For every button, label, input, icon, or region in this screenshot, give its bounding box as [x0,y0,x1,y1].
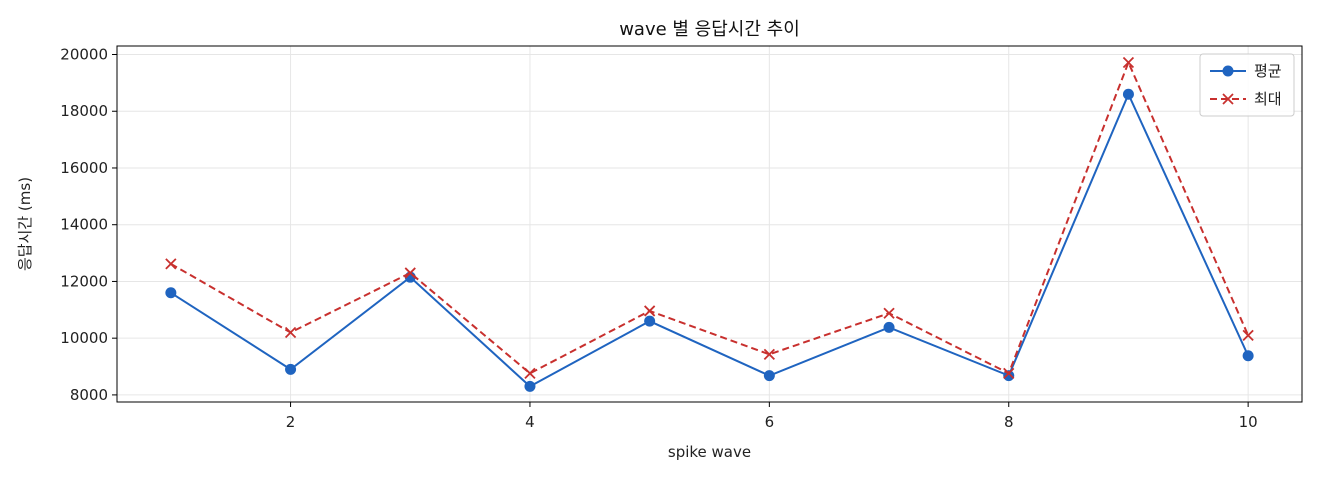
data-point [644,305,656,317]
y-tick-label: 20000 [60,46,108,64]
series-layer [165,56,1254,392]
y-tick-label: 12000 [60,272,108,290]
data-point [165,287,177,299]
data-point [1122,56,1135,69]
legend-marker [1222,65,1234,77]
y-tick-label: 10000 [60,329,108,347]
series-line-1 [170,91,1250,388]
x-tick-label: 10 [1239,413,1258,431]
plot-frame [116,45,1303,403]
legend-label: 최대 [1254,90,1282,108]
data-point [284,326,297,339]
legend-label: 평균 [1254,62,1282,80]
legend-marker [1222,93,1234,105]
x-tick-label: 6 [765,413,775,431]
x-axis-label: spike wave [668,443,751,461]
data-point [1242,350,1254,362]
data-point [883,321,895,333]
data-point [285,363,297,375]
data-point [404,267,416,279]
axis-ticks: 2 4 6 8 10 8000 10000 12000 14000 16000 18000 20000 [60,46,1257,431]
x-tick-label: 2 [286,413,296,431]
data-point [524,367,536,379]
data-point [883,307,895,319]
grid-lines [117,46,1302,402]
y-tick-label: 16000 [60,159,108,177]
data-point [1242,329,1254,341]
data-point [524,380,536,392]
y-tick-label: 14000 [60,216,108,234]
data-point [1122,88,1134,100]
data-point [1003,367,1015,379]
chart-title: wave 별 응답시간 추이 [619,19,800,40]
series-line-2 [170,59,1250,375]
data-point [763,370,775,382]
y-axis-label: 응답시간 (ms) [16,177,34,271]
y-tick-label: 8000 [70,386,108,404]
data-point [165,258,177,270]
x-tick-label: 8 [1004,413,1014,431]
data-point [644,315,656,327]
x-tick-label: 4 [525,413,535,431]
data-point [763,348,775,360]
y-tick-label: 18000 [60,102,108,120]
